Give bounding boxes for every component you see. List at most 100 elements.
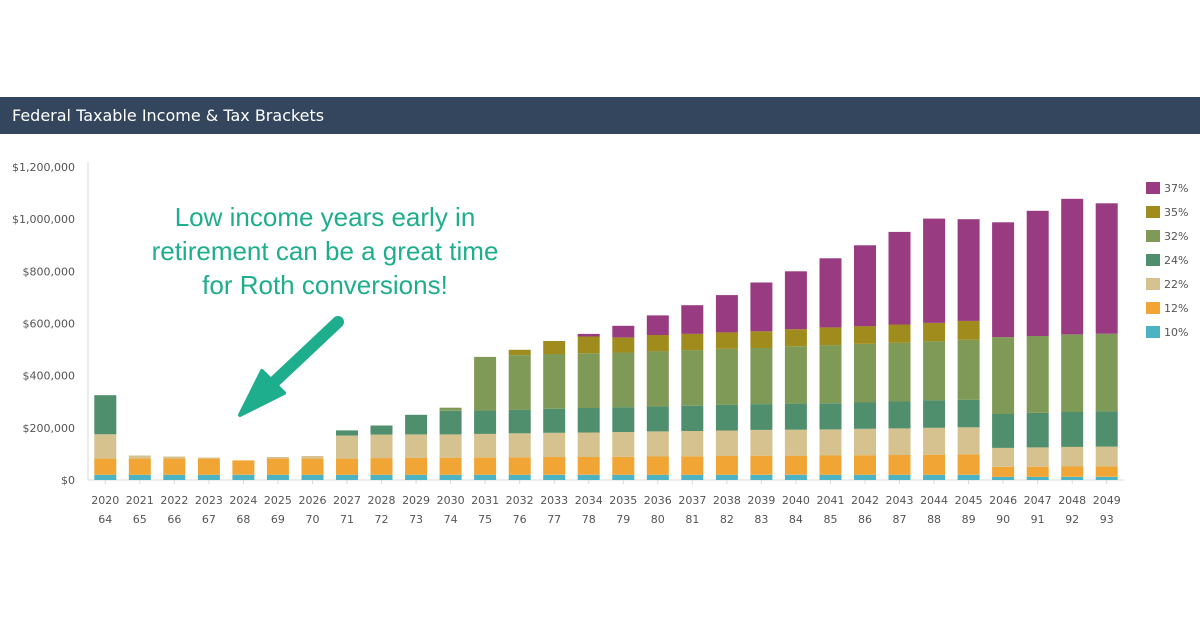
- bar-segment-24pct: [646, 406, 669, 432]
- bar-segment-22pct: [612, 432, 635, 457]
- bar-segment-32pct: [854, 343, 876, 403]
- bar-segment-12pct: [508, 457, 531, 475]
- bar-segment-10pct: [232, 474, 255, 480]
- x-tick-age: 75: [478, 513, 492, 526]
- bar-segment-10pct: [1095, 476, 1118, 480]
- x-tick-age: 77: [547, 513, 561, 526]
- bar-segment-37pct: [577, 333, 600, 337]
- bar-segment-22pct: [1095, 446, 1118, 467]
- bar-segment-32pct: [819, 345, 842, 404]
- x-tick-age: 92: [1065, 513, 1079, 526]
- bar-segment-22pct: [784, 429, 807, 456]
- bar-segment-10pct: [197, 474, 220, 480]
- bar-segment-12pct: [1026, 466, 1049, 477]
- legend: 37% 35% 32% 24% 22% 12% 10%: [1146, 182, 1188, 339]
- x-tick-age: 89: [962, 513, 976, 526]
- bar-segment-22pct: [543, 432, 566, 458]
- x-tick-age: 73: [409, 513, 423, 526]
- bar-segment-22pct: [301, 456, 324, 459]
- x-tick-age: 88: [927, 513, 941, 526]
- bar-segment-32pct: [681, 350, 704, 406]
- bar-segment-22pct: [854, 428, 876, 456]
- bar-segment-10pct: [750, 474, 773, 480]
- bar-segment-24pct: [1026, 413, 1049, 448]
- bar-segment-37pct: [819, 258, 842, 328]
- x-tick-age: 64: [98, 513, 112, 526]
- bar-segment-32pct: [646, 351, 669, 407]
- bar-segment-32pct: [784, 346, 807, 404]
- y-tick-label: $800,000: [23, 265, 76, 278]
- legend-swatch: [1146, 206, 1160, 218]
- bar-segment-37pct: [1061, 198, 1084, 335]
- x-tick-age: 90: [996, 513, 1010, 526]
- bar-segment-22pct: [405, 434, 428, 458]
- bar-segment-12pct: [646, 456, 669, 475]
- bar-segment-10pct: [543, 474, 566, 480]
- x-tick-age: 72: [375, 513, 389, 526]
- legend-swatch: [1146, 230, 1160, 242]
- chart-title: Federal Taxable Income & Tax Brackets: [12, 106, 325, 125]
- x-tick-year: 2025: [264, 494, 292, 507]
- bar-segment-10pct: [715, 474, 738, 480]
- bar-segment-24pct: [336, 430, 358, 436]
- bar-segment-12pct: [474, 457, 497, 475]
- bar-segment-24pct: [577, 408, 600, 433]
- x-tick-year: 2042: [851, 494, 879, 507]
- x-tick-year: 2044: [920, 494, 948, 507]
- x-tick-age: 79: [616, 513, 630, 526]
- bar-segment-24pct: [750, 404, 773, 430]
- x-tick-age: 67: [202, 513, 216, 526]
- bar-segment-24pct: [508, 409, 531, 434]
- bar-segment-37pct: [1026, 210, 1049, 336]
- bar-segment-35pct: [508, 349, 531, 355]
- x-tick-year: 2027: [333, 494, 361, 507]
- bar-segment-24pct: [94, 395, 117, 435]
- y-tick-label: $600,000: [23, 318, 76, 331]
- x-tick-year: 2020: [91, 494, 119, 507]
- x-tick-year: 2022: [160, 494, 188, 507]
- bar-segment-22pct: [888, 428, 911, 455]
- x-tick-year: 2033: [540, 494, 568, 507]
- bar-segment-35pct: [612, 337, 635, 353]
- bar-segment-12pct: [163, 458, 186, 475]
- x-tick-age: 93: [1100, 513, 1114, 526]
- bar-segment-24pct: [543, 408, 566, 433]
- x-tick-age: 66: [167, 513, 181, 526]
- bar-segment-32pct: [715, 348, 738, 405]
- bar-segment-24pct: [439, 410, 462, 435]
- x-tick-age: 81: [685, 513, 699, 526]
- bar-segment-12pct: [197, 458, 220, 475]
- bar-segment-10pct: [784, 474, 807, 480]
- bar-segment-10pct: [266, 474, 289, 480]
- bar-segment-10pct: [957, 474, 980, 480]
- legend-label: 35%: [1164, 206, 1188, 219]
- bar-segment-10pct: [923, 474, 946, 480]
- bar-segment-35pct: [888, 324, 911, 343]
- bar-segment-32pct: [1026, 336, 1049, 413]
- x-tick-year: 2034: [575, 494, 603, 507]
- bar-segment-32pct: [750, 348, 773, 405]
- bar-segment-12pct: [405, 457, 428, 475]
- bar-segment-37pct: [1095, 203, 1118, 334]
- bar-segment-24pct: [405, 414, 428, 435]
- bar-segment-10pct: [301, 474, 324, 480]
- stacked-bar-chart: $0 $200,000 $400,000 $600,000 $800,000 $1,000…: [12, 161, 1188, 526]
- bar-segment-10pct: [577, 474, 600, 480]
- bar-segment-12pct: [1061, 466, 1084, 477]
- bar-segment-22pct: [957, 427, 980, 455]
- bar-segment-32pct: [1095, 333, 1118, 412]
- x-tick-year: 2032: [506, 494, 534, 507]
- x-tick-age: 82: [720, 513, 734, 526]
- bar-segment-32pct: [992, 337, 1015, 414]
- bar-segment-22pct: [577, 432, 600, 457]
- bar-segment-35pct: [715, 332, 738, 349]
- x-tick-year: 2029: [402, 494, 430, 507]
- x-tick-age: 76: [513, 513, 527, 526]
- bar-segment-24pct: [992, 414, 1015, 448]
- bar-segment-12pct: [232, 460, 255, 475]
- bar-segment-24pct: [1061, 411, 1084, 447]
- bar-segment-37pct: [957, 219, 980, 321]
- bar-segment-37pct: [612, 325, 635, 338]
- y-tick-label: $200,000: [23, 422, 76, 435]
- bar-segment-12pct: [681, 456, 704, 475]
